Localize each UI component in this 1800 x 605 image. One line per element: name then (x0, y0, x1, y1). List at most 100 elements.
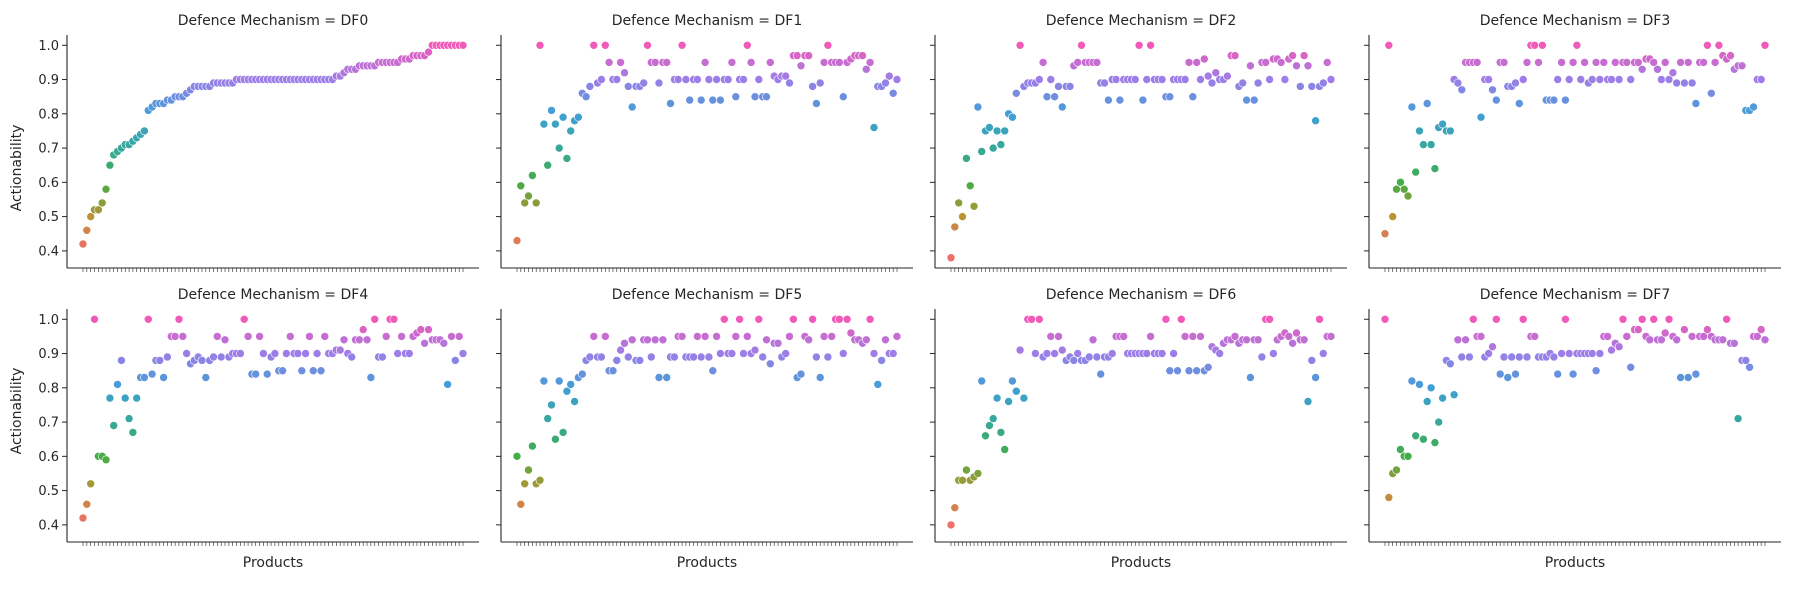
scatter-point (1184, 58, 1194, 67)
scatter-point (1522, 352, 1532, 362)
scatter-point (1430, 438, 1440, 447)
scatter-point (762, 92, 771, 101)
facet-panel-5: Defence Mechanism = DF5 (496, 287, 913, 546)
scatter-point (1553, 369, 1562, 379)
facet-title: Defence Mechanism = DF4 (178, 287, 369, 303)
scatter-point (965, 181, 975, 191)
scatter-point (105, 393, 115, 403)
scatter-point (1457, 352, 1467, 362)
scatter-point (1407, 102, 1417, 112)
scatter-point (616, 58, 625, 67)
scatter-point (370, 314, 380, 324)
scatter-point (1146, 40, 1155, 50)
scatter-point (458, 349, 468, 358)
scatter-point (1180, 75, 1190, 84)
scatter-point (1008, 112, 1017, 122)
x-axis-label-col2: Products (677, 555, 737, 571)
scatter-point (1457, 85, 1467, 95)
scatter-point (1315, 314, 1324, 324)
scatter-point (600, 40, 610, 50)
scatter-point (1307, 356, 1317, 365)
scatter-point (1687, 332, 1697, 341)
y-tick-label: 0.7 (38, 142, 59, 157)
scatter-point (858, 51, 867, 60)
scatter-point (1614, 75, 1624, 84)
scatter-point (819, 58, 829, 67)
scatter-point (884, 71, 894, 81)
scatter-point (124, 414, 134, 423)
scatter-point (1292, 61, 1301, 71)
scatter-point (1011, 89, 1021, 98)
scatter-point (524, 465, 533, 475)
scatter-point (1084, 352, 1094, 362)
scatter-point (1637, 65, 1647, 74)
scatter-point (1703, 40, 1712, 50)
scatter-point (1054, 82, 1063, 91)
scatter-point (1104, 95, 1113, 105)
scatter-point (1253, 78, 1263, 88)
scatter-point (1591, 58, 1601, 67)
scatter-point (604, 58, 614, 67)
y-tick-label: 0.9 (38, 73, 59, 88)
scatter-point (378, 352, 387, 362)
scatter-point (973, 469, 983, 478)
scatter-point (623, 352, 633, 362)
y-tick-label: 0.8 (38, 107, 59, 122)
scatter-point (1319, 349, 1328, 358)
scatter-point (82, 226, 92, 235)
x-axis-label-col4: Products (1545, 555, 1605, 571)
y-tick-label: 0.9 (38, 347, 59, 362)
scatter-point (1138, 95, 1148, 105)
scatter-point (670, 352, 679, 362)
scatter-point (1111, 75, 1121, 84)
scatter-point (1180, 332, 1190, 341)
scatter-point (1660, 58, 1670, 67)
scatter-point (681, 75, 691, 84)
scatter-point (1015, 345, 1025, 355)
scatter-point (700, 58, 710, 67)
scatter-point (1242, 335, 1251, 345)
scatter-point (1518, 314, 1528, 324)
scatter-point (1134, 40, 1144, 50)
scatter-point (796, 61, 806, 71)
scatter-point (404, 349, 414, 358)
scatter-point (1634, 325, 1643, 334)
scatter-point (535, 475, 545, 485)
scatter-point (551, 434, 560, 444)
scatter-point (693, 332, 702, 341)
scatter-point (566, 380, 576, 389)
scatter-point (1511, 78, 1520, 88)
scatter-point (704, 352, 714, 362)
scatter-point (1699, 58, 1708, 67)
scatter-point (1242, 95, 1251, 105)
scatter-point (209, 352, 218, 362)
scatter-point (1756, 325, 1766, 334)
scatter-point (1230, 332, 1240, 341)
scatter-point (1614, 342, 1624, 352)
scatter-point (1415, 380, 1424, 389)
scatter-point (739, 349, 748, 358)
scatter-point (985, 421, 994, 430)
scatter-point (685, 95, 695, 105)
scatter-point (1511, 369, 1520, 379)
scatter-point (712, 75, 721, 84)
scatter-point (612, 75, 622, 84)
scatter-point (1741, 356, 1751, 365)
scatter-point (1415, 126, 1424, 136)
facet-panel-1: Defence Mechanism = DF1 (496, 13, 913, 272)
scatter-point (174, 314, 184, 324)
scatter-point (827, 332, 837, 341)
scatter-point (1046, 75, 1056, 84)
scatter-point (1572, 40, 1582, 50)
scatter-point (1564, 349, 1574, 358)
scatter-point (113, 380, 122, 389)
scatter-point (78, 239, 88, 249)
scatter-point (1710, 58, 1720, 67)
scatter-point (612, 356, 622, 365)
scatter-point (539, 376, 549, 386)
scatter-point (819, 332, 829, 341)
y-tick-label: 1.0 (38, 313, 59, 328)
scatter-point (140, 373, 149, 382)
scatter-point (90, 314, 99, 324)
facet-panels: Defence Mechanism = DF0 0.4 0.5 0.6 0.7 0.8 0.… (38, 13, 1781, 546)
